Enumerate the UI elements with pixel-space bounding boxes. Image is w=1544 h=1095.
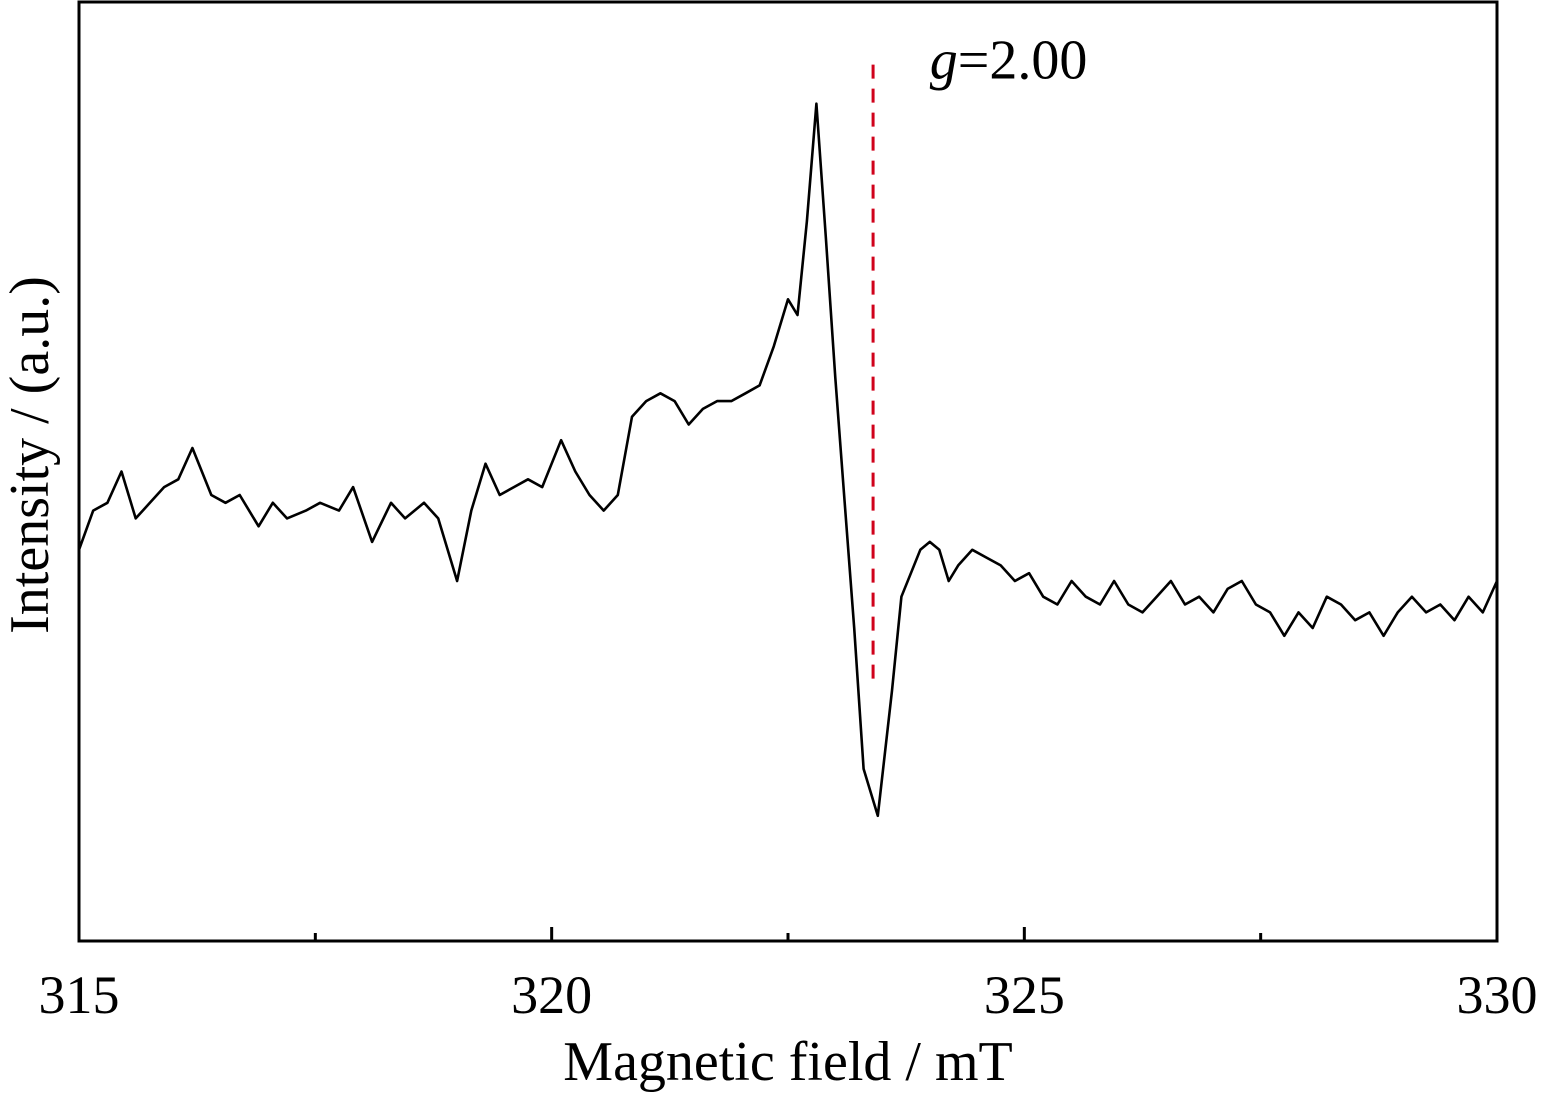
x-axis-tick-labels: 315 320 325 330 — [39, 965, 1538, 1025]
g-symbol: g — [930, 30, 958, 92]
x-tick-label: 325 — [984, 965, 1065, 1025]
x-tick-label: 315 — [39, 965, 120, 1025]
x-tick-label: 320 — [511, 965, 592, 1025]
spectrum-series-line — [77, 102, 1499, 818]
x-axis-ticks — [77, 927, 1499, 941]
g-value-text: =2.00 — [958, 30, 1088, 92]
x-axis-title: Magnetic field / mT — [563, 1031, 1012, 1093]
plot-frame — [77, 0, 1499, 943]
y-axis-title: Intensity / (a.u.) — [0, 276, 61, 634]
g-value-annotation: g=2.00 — [930, 30, 1088, 92]
x-tick-label: 330 — [1457, 965, 1538, 1025]
